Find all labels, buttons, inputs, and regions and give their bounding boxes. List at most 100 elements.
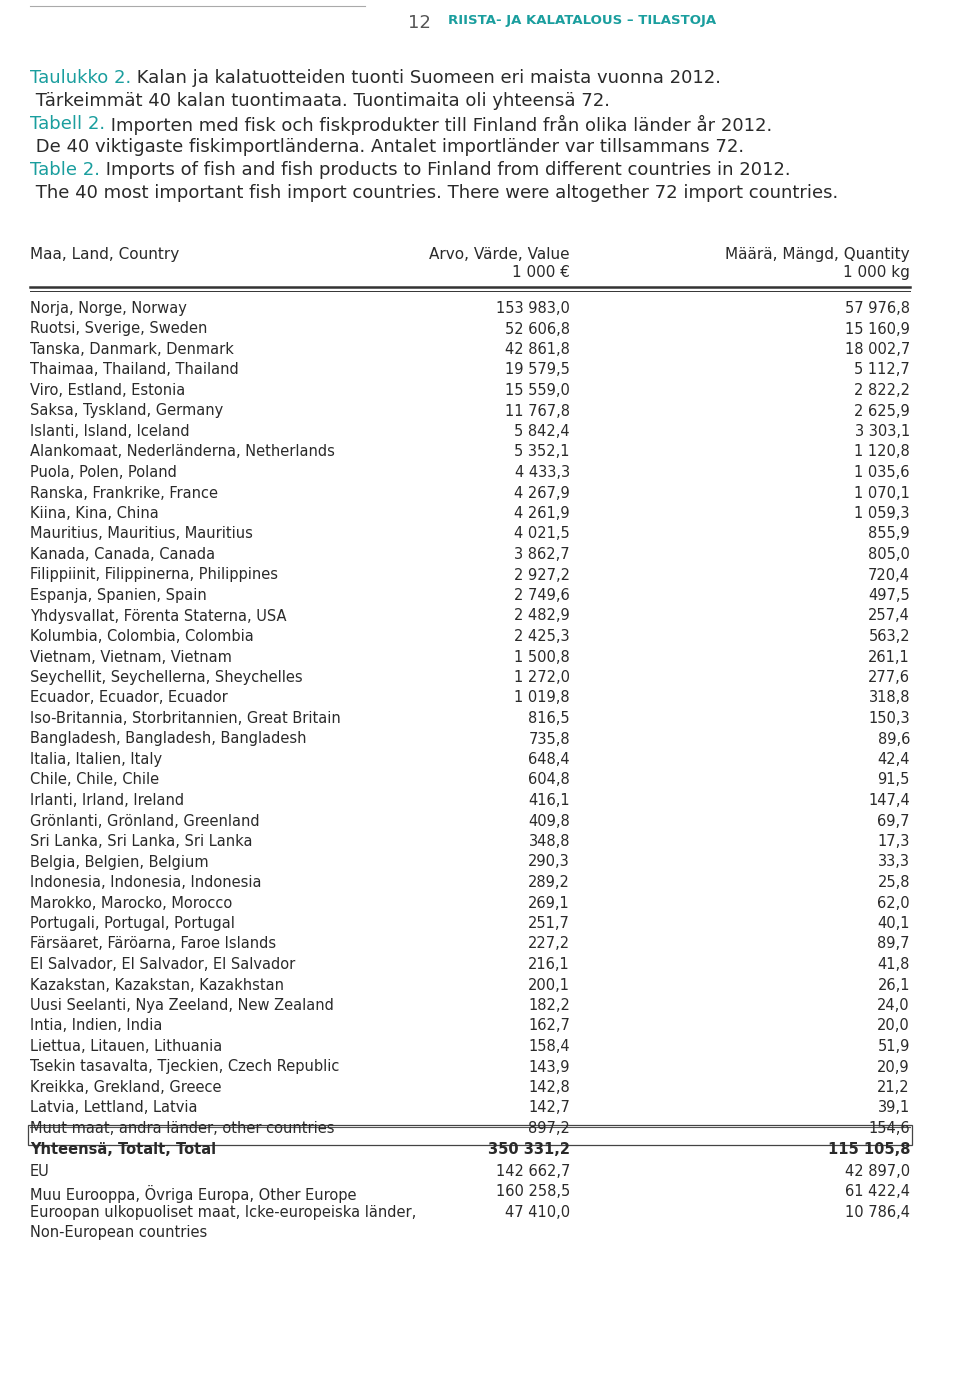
Text: 17,3: 17,3 bbox=[877, 834, 910, 849]
Text: Uusi Seelanti, Nya Zeeland, New Zealand: Uusi Seelanti, Nya Zeeland, New Zealand bbox=[30, 999, 334, 1013]
Text: 47 410,0: 47 410,0 bbox=[505, 1205, 570, 1221]
Text: 1 059,3: 1 059,3 bbox=[854, 506, 910, 522]
Text: 1 019,8: 1 019,8 bbox=[515, 691, 570, 706]
Text: 2 822,2: 2 822,2 bbox=[854, 383, 910, 398]
Text: 150,3: 150,3 bbox=[869, 712, 910, 725]
Text: 51,9: 51,9 bbox=[877, 1039, 910, 1054]
Text: 1 000 €: 1 000 € bbox=[512, 265, 570, 280]
Text: 200,1: 200,1 bbox=[528, 978, 570, 993]
Text: 261,1: 261,1 bbox=[868, 649, 910, 664]
Text: 5 842,4: 5 842,4 bbox=[515, 424, 570, 440]
Text: 69,7: 69,7 bbox=[877, 814, 910, 828]
Text: 4 021,5: 4 021,5 bbox=[515, 527, 570, 541]
Text: Non-European countries: Non-European countries bbox=[30, 1226, 207, 1240]
Text: 142,7: 142,7 bbox=[528, 1100, 570, 1115]
Text: Kazakstan, Kazakstan, Kazakhstan: Kazakstan, Kazakstan, Kazakhstan bbox=[30, 978, 284, 993]
Text: 289,2: 289,2 bbox=[528, 875, 570, 890]
Text: 89,7: 89,7 bbox=[877, 936, 910, 951]
Text: 735,8: 735,8 bbox=[528, 731, 570, 746]
Text: Muu Eurooppa, Övriga Europa, Other Europe: Muu Eurooppa, Övriga Europa, Other Europ… bbox=[30, 1184, 356, 1203]
Text: Tsekin tasavalta, Tjeckien, Czech Republic: Tsekin tasavalta, Tjeckien, Czech Republ… bbox=[30, 1060, 340, 1075]
Text: Alankomaat, Nederländerna, Netherlands: Alankomaat, Nederländerna, Netherlands bbox=[30, 444, 335, 459]
Text: Kanada, Canada, Canada: Kanada, Canada, Canada bbox=[30, 546, 215, 562]
Text: 182,2: 182,2 bbox=[528, 999, 570, 1013]
Text: 227,2: 227,2 bbox=[528, 936, 570, 951]
Text: Kreikka, Grekland, Greece: Kreikka, Grekland, Greece bbox=[30, 1080, 222, 1094]
Text: Marokko, Marocko, Morocco: Marokko, Marocko, Morocco bbox=[30, 896, 232, 910]
Text: 142,8: 142,8 bbox=[528, 1080, 570, 1094]
Text: 3 862,7: 3 862,7 bbox=[515, 546, 570, 562]
Text: 497,5: 497,5 bbox=[868, 588, 910, 603]
Text: Mauritius, Mauritius, Mauritius: Mauritius, Mauritius, Mauritius bbox=[30, 527, 252, 541]
Text: Yhteensä, Totalt, Total: Yhteensä, Totalt, Total bbox=[30, 1142, 216, 1157]
Text: Arvo, Värde, Value: Arvo, Värde, Value bbox=[429, 247, 570, 262]
Text: 416,1: 416,1 bbox=[528, 793, 570, 809]
Text: Portugali, Portugal, Portugal: Portugali, Portugal, Portugal bbox=[30, 915, 235, 931]
Text: 20,0: 20,0 bbox=[877, 1018, 910, 1033]
Text: 350 331,2: 350 331,2 bbox=[488, 1142, 570, 1157]
Text: Ecuador, Ecuador, Ecuador: Ecuador, Ecuador, Ecuador bbox=[30, 691, 228, 706]
Text: 1 272,0: 1 272,0 bbox=[514, 670, 570, 685]
Text: Määrä, Mängd, Quantity: Määrä, Mängd, Quantity bbox=[726, 247, 910, 262]
Text: 2 625,9: 2 625,9 bbox=[854, 404, 910, 419]
Text: Belgia, Belgien, Belgium: Belgia, Belgien, Belgium bbox=[30, 854, 208, 870]
Text: 11 767,8: 11 767,8 bbox=[505, 404, 570, 419]
Text: 115 105,8: 115 105,8 bbox=[828, 1142, 910, 1157]
Text: 15 160,9: 15 160,9 bbox=[845, 322, 910, 337]
Text: Euroopan ulkopuoliset maat, Icke-europeiska länder,: Euroopan ulkopuoliset maat, Icke-europei… bbox=[30, 1205, 417, 1221]
Text: Kolumbia, Colombia, Colombia: Kolumbia, Colombia, Colombia bbox=[30, 628, 253, 644]
Text: 41,8: 41,8 bbox=[877, 957, 910, 972]
Text: 39,1: 39,1 bbox=[877, 1100, 910, 1115]
Text: 42 861,8: 42 861,8 bbox=[505, 343, 570, 356]
Text: Vietnam, Vietnam, Vietnam: Vietnam, Vietnam, Vietnam bbox=[30, 649, 232, 664]
Text: 805,0: 805,0 bbox=[868, 546, 910, 562]
Text: 720,4: 720,4 bbox=[868, 567, 910, 583]
Text: 2 425,3: 2 425,3 bbox=[515, 628, 570, 644]
Text: Irlanti, Irland, Ireland: Irlanti, Irland, Ireland bbox=[30, 793, 184, 809]
Text: El Salvador, El Salvador, El Salvador: El Salvador, El Salvador, El Salvador bbox=[30, 957, 296, 972]
Text: Tärkeimmät 40 kalan tuontimaata. Tuontimaita oli yhteensä 72.: Tärkeimmät 40 kalan tuontimaata. Tuontim… bbox=[30, 92, 610, 110]
Text: 26,1: 26,1 bbox=[877, 978, 910, 993]
Text: Bangladesh, Bangladesh, Bangladesh: Bangladesh, Bangladesh, Bangladesh bbox=[30, 731, 306, 746]
Text: 89,6: 89,6 bbox=[877, 731, 910, 746]
Text: Importen med fisk och fiskprodukter till Finland från olika länder år 2012.: Importen med fisk och fiskprodukter till… bbox=[106, 115, 773, 135]
Text: 290,3: 290,3 bbox=[528, 854, 570, 870]
Text: Liettua, Litauen, Lithuania: Liettua, Litauen, Lithuania bbox=[30, 1039, 223, 1054]
Text: 15 559,0: 15 559,0 bbox=[505, 383, 570, 398]
Text: Thaimaa, Thailand, Thailand: Thaimaa, Thailand, Thailand bbox=[30, 362, 239, 377]
Text: 2 482,9: 2 482,9 bbox=[515, 609, 570, 624]
Text: 142 662,7: 142 662,7 bbox=[495, 1164, 570, 1179]
Text: 21,2: 21,2 bbox=[877, 1080, 910, 1094]
Text: Sri Lanka, Sri Lanka, Sri Lanka: Sri Lanka, Sri Lanka, Sri Lanka bbox=[30, 834, 252, 849]
Text: Maa, Land, Country: Maa, Land, Country bbox=[30, 247, 180, 262]
Text: 33,3: 33,3 bbox=[878, 854, 910, 870]
Text: 216,1: 216,1 bbox=[528, 957, 570, 972]
Text: 251,7: 251,7 bbox=[528, 915, 570, 931]
Text: 40,1: 40,1 bbox=[877, 915, 910, 931]
Text: 61 422,4: 61 422,4 bbox=[845, 1184, 910, 1200]
Text: 4 267,9: 4 267,9 bbox=[515, 485, 570, 501]
Text: Italia, Italien, Italy: Italia, Italien, Italy bbox=[30, 752, 162, 767]
Text: Iso-Britannia, Storbritannien, Great Britain: Iso-Britannia, Storbritannien, Great Bri… bbox=[30, 712, 341, 725]
Text: 4 261,9: 4 261,9 bbox=[515, 506, 570, 522]
Text: Imports of fish and fish products to Finland from different countries in 2012.: Imports of fish and fish products to Fin… bbox=[100, 161, 791, 179]
Text: 1 000 kg: 1 000 kg bbox=[843, 265, 910, 280]
Text: 563,2: 563,2 bbox=[869, 628, 910, 644]
Text: 158,4: 158,4 bbox=[528, 1039, 570, 1054]
Text: 855,9: 855,9 bbox=[869, 527, 910, 541]
Text: 12: 12 bbox=[408, 14, 431, 32]
Text: 277,6: 277,6 bbox=[868, 670, 910, 685]
Text: 1 035,6: 1 035,6 bbox=[854, 465, 910, 480]
Text: 20,9: 20,9 bbox=[877, 1060, 910, 1075]
Text: 19 579,5: 19 579,5 bbox=[505, 362, 570, 377]
Text: 1 120,8: 1 120,8 bbox=[854, 444, 910, 459]
Text: Filippiinit, Filippinerna, Philippines: Filippiinit, Filippinerna, Philippines bbox=[30, 567, 278, 583]
Text: 52 606,8: 52 606,8 bbox=[505, 322, 570, 337]
Text: 2 749,6: 2 749,6 bbox=[515, 588, 570, 603]
Text: 153 983,0: 153 983,0 bbox=[496, 301, 570, 316]
Text: 4 433,3: 4 433,3 bbox=[515, 465, 570, 480]
Text: 5 352,1: 5 352,1 bbox=[515, 444, 570, 459]
Text: Islanti, Island, Iceland: Islanti, Island, Iceland bbox=[30, 424, 190, 440]
Text: 2 927,2: 2 927,2 bbox=[514, 567, 570, 583]
Text: RIISTA- JA KALATALOUS – TILASTOJA: RIISTA- JA KALATALOUS – TILASTOJA bbox=[448, 14, 716, 26]
